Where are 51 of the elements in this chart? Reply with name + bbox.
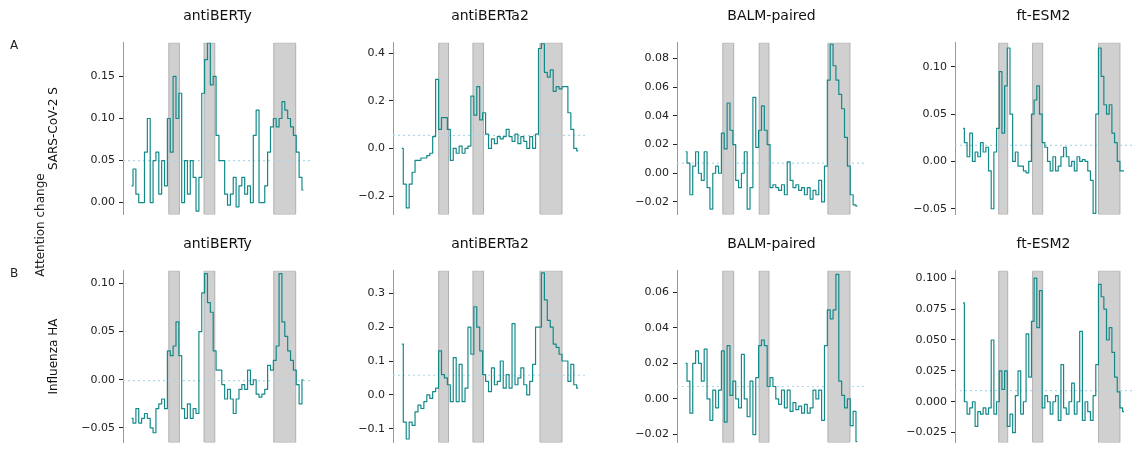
y-tick-label: 0.15: [90, 69, 115, 83]
chart-title: ft-ESM2: [1016, 235, 1071, 252]
y-tick-label: 0.02: [644, 137, 669, 151]
y-tick-label: 0.00: [644, 391, 669, 405]
y-tick-label: 0.1: [367, 353, 385, 367]
chart-title: BALM-paired: [727, 235, 816, 252]
y-tick-label: 0.05: [90, 324, 115, 338]
y-tick-label: −0.05: [81, 420, 115, 434]
y-tick-label: 0.00: [922, 154, 947, 168]
y-tick-label: 0.100: [915, 271, 947, 285]
y-tick-label: 0.05: [922, 107, 947, 121]
y-tick-label: −0.05: [913, 201, 947, 215]
text: Attention change: [33, 173, 47, 277]
y-tick-label: −0.025: [906, 425, 947, 439]
y-axis-title: Influenza HA: [46, 317, 61, 395]
y-tick-label: 0.00: [90, 195, 115, 209]
y-tick-label: 0.10: [90, 111, 115, 125]
y-tick-label: 0.2: [367, 93, 385, 107]
chart-title: BALM-paired: [727, 7, 816, 24]
chart-title: antiBERTa2: [451, 7, 529, 24]
y-tick-label: 0.02: [644, 356, 669, 370]
y-tick-label: 0.2: [367, 319, 385, 333]
y-tick-label: 0.075: [915, 301, 947, 315]
y-tick-label: 0.4: [367, 46, 385, 60]
y-tick-label: 0.04: [644, 108, 669, 122]
chart-title: antiBERTy: [183, 7, 252, 24]
y-tick-label: 0.050: [915, 332, 947, 346]
y-tick-label: −0.2: [358, 188, 385, 202]
y-tick-label: 0.10: [90, 276, 115, 290]
y-tick-label: 0.10: [922, 59, 947, 73]
y-tick-label: 0.025: [915, 363, 947, 377]
y-tick-label: 0.08: [644, 51, 669, 65]
y-tick-label: 0.06: [644, 80, 669, 94]
y-tick-label: 0.04: [644, 320, 669, 334]
chart-title: antiBERTa2: [451, 235, 529, 252]
y-tick-label: 0.00: [90, 372, 115, 386]
y-tick-label: 0.06: [644, 285, 669, 299]
text: B: [10, 266, 19, 280]
y-tick-label: 0.0: [367, 141, 385, 155]
y-tick-label: 0.05: [90, 153, 115, 167]
y-tick-label: 0.0: [367, 387, 385, 401]
y-tick-label: −0.02: [635, 427, 669, 441]
y-tick-label: 0.00: [644, 166, 669, 180]
chart-title: antiBERTy: [183, 235, 252, 252]
chart-title: ft-ESM2: [1016, 7, 1071, 24]
y-tick-label: 0.000: [915, 394, 947, 408]
y-tick-label: 0.3: [367, 286, 385, 300]
text: A: [10, 38, 19, 52]
y-tick-label: −0.02: [635, 194, 669, 208]
y-tick-label: −0.1: [358, 421, 385, 435]
y-axis-title: SARS-CoV-2 S: [46, 87, 61, 171]
